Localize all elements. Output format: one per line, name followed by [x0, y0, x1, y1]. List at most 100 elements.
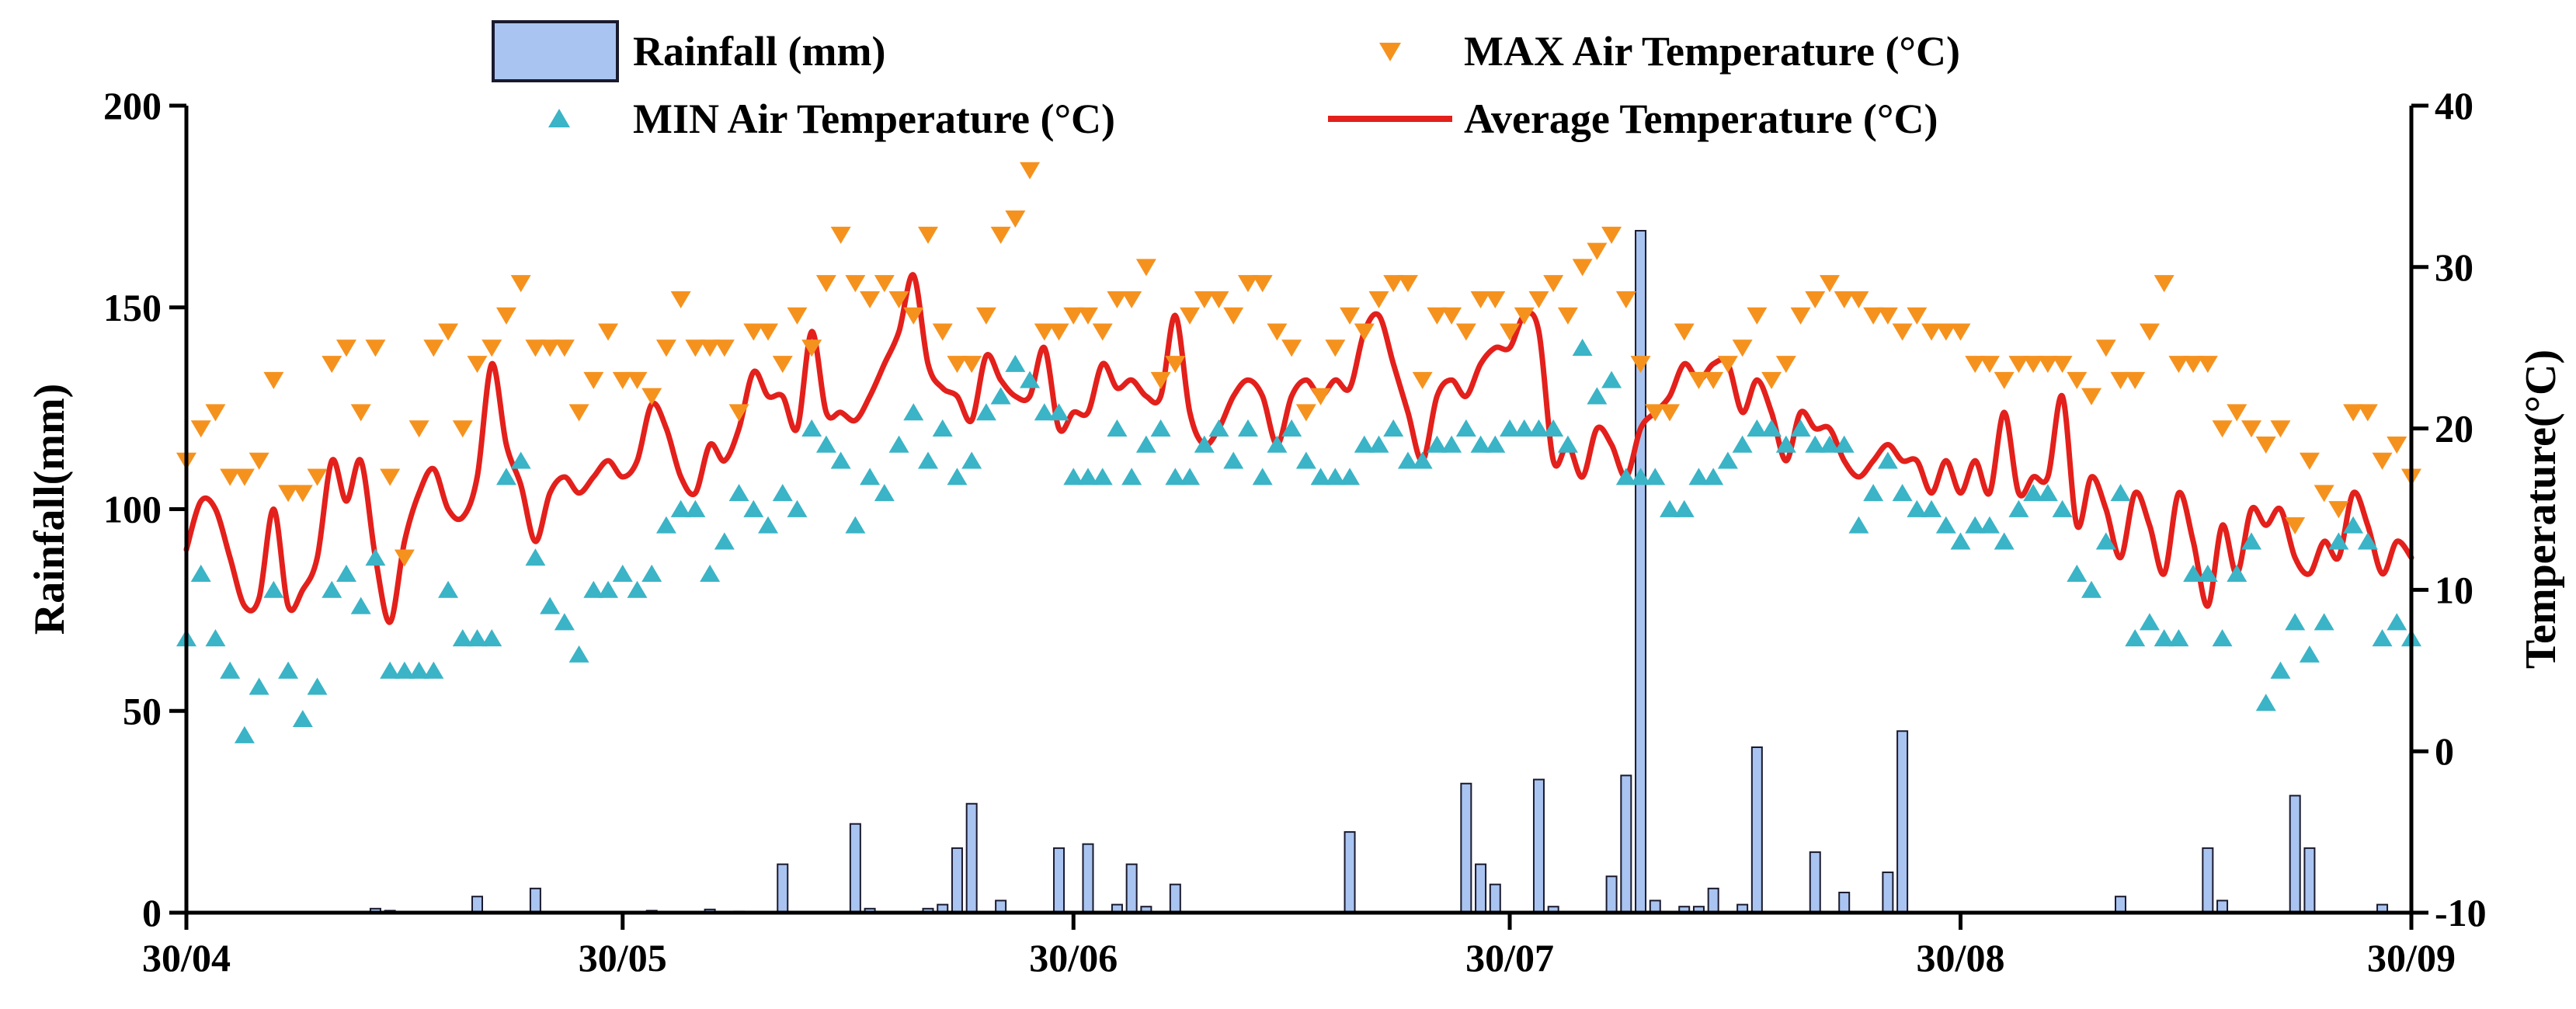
min-temperature-marker — [1848, 516, 1869, 534]
min-temperature-marker — [1135, 435, 1156, 453]
max-temperature-marker — [1165, 356, 1186, 374]
min-temperature-marker — [1310, 468, 1331, 485]
min-temperature-marker — [772, 484, 793, 502]
min-temperature-marker — [787, 499, 808, 517]
max-temperature-marker — [598, 323, 619, 341]
max-temperature-marker — [2387, 436, 2407, 454]
max-temperature-marker — [1907, 307, 1928, 325]
rainfall-bar — [1532, 778, 1545, 913]
max-temperature-marker — [1310, 388, 1331, 405]
max-temperature-marker — [888, 291, 909, 309]
max-temperature-marker — [1892, 323, 1913, 341]
min-temperature-marker — [540, 597, 561, 614]
min-temperature-marker — [1485, 435, 1506, 453]
rainfall-bar — [951, 847, 963, 914]
max-temperature-marker — [1863, 307, 1884, 325]
min-temperature-marker — [394, 661, 415, 679]
min-temperature-marker — [2008, 499, 2029, 517]
min-temperature-marker — [263, 580, 284, 598]
max-temperature-marker — [1397, 275, 1418, 293]
min-temperature-marker — [1340, 468, 1361, 485]
max-temperature-marker — [1747, 307, 1768, 325]
min-temperature-marker — [860, 468, 881, 485]
min-temperature-marker — [815, 435, 836, 453]
min-temperature-marker — [438, 580, 459, 598]
min-temperature-marker — [1005, 354, 1026, 372]
max-temperature-marker — [1485, 291, 1506, 309]
min-temperature-marker — [278, 661, 299, 679]
max-temperature-marker — [307, 468, 328, 486]
max-temperature-marker — [2299, 452, 2320, 470]
min-temperature-marker — [2197, 564, 2218, 583]
min-temperature-marker — [1819, 435, 1840, 453]
min-temperature-marker — [1194, 435, 1215, 453]
max-temperature-marker — [2197, 356, 2218, 374]
max-temperature-marker — [2212, 420, 2233, 438]
min-temperature-marker — [1165, 468, 1186, 485]
max-temperature-marker — [975, 307, 996, 325]
max-temperature-marker — [423, 339, 444, 357]
min-temperature-marker — [2212, 629, 2233, 647]
max-temperature-marker — [2110, 371, 2131, 389]
max-temperature-marker — [1761, 371, 1782, 389]
max-temperature-marker — [1674, 323, 1695, 341]
max-temperature-marker — [1223, 307, 1244, 325]
max-temperature-marker — [1601, 226, 1622, 244]
min-temperature-marker — [1048, 403, 1069, 421]
rainfall-bar — [1460, 782, 1472, 914]
min-temperature-marker — [1645, 468, 1666, 485]
max-temperature-marker — [1295, 404, 1316, 422]
min-temperature-marker — [467, 629, 488, 647]
min-temperature-marker — [1732, 435, 1753, 453]
min-temperature-marker — [2168, 629, 2189, 647]
rainfall-bar — [2202, 847, 2214, 914]
min-temperature-marker — [1500, 419, 1521, 437]
min-temperature-marker — [2081, 580, 2102, 598]
rainfall-bar — [1605, 875, 1618, 913]
max-temperature-marker — [1965, 356, 1986, 374]
right-tick-label: 40 — [2435, 84, 2473, 127]
rainfall-bar — [2289, 795, 2301, 913]
max-temperature-marker — [1077, 307, 1098, 325]
min-temperature-marker — [918, 451, 938, 469]
max-temperature-marker — [2183, 356, 2204, 374]
max-temperature-marker — [714, 339, 735, 357]
legend-swatch-rainfall — [492, 20, 619, 82]
rainfall-bar — [1838, 892, 1851, 914]
max-temperature-marker — [947, 356, 968, 374]
min-temperature-marker — [365, 548, 386, 566]
rainfall-bar — [2303, 847, 2316, 914]
min-temperature-marker — [1180, 468, 1201, 485]
max-temperature-marker — [2168, 356, 2189, 374]
min-temperature-marker — [1688, 468, 1709, 485]
max-temperature-marker — [190, 420, 211, 438]
max-temperature-marker — [2081, 388, 2102, 405]
max-temperature-marker — [1994, 371, 2015, 389]
legend-item-rain: Rainfall (mm) — [492, 20, 885, 82]
min-temperature-marker — [1354, 435, 1375, 453]
right-tick-label: 30 — [2435, 245, 2473, 289]
max-temperature-marker — [1587, 242, 1608, 260]
max-temperature-marker — [2314, 485, 2334, 503]
min-temperature-marker — [1863, 484, 1884, 502]
max-temperature-marker — [380, 468, 401, 486]
max-temperature-marker — [452, 420, 473, 438]
min-temperature-marker — [583, 580, 604, 598]
rainfall-bar — [1489, 883, 1501, 914]
min-temperature-marker — [1557, 435, 1578, 453]
min-temperature-marker — [1427, 435, 1448, 453]
rainfall-bar — [849, 823, 861, 913]
max-temperature-marker — [1660, 404, 1680, 422]
x-tick-label: 30/04 — [142, 936, 231, 979]
max-temperature-markers — [176, 162, 2421, 567]
max-temperature-marker — [801, 339, 822, 357]
average-temperature-path — [183, 272, 2414, 625]
min-temperature-marker — [845, 516, 866, 534]
legend-item-avg: Average Temperature (°C) — [1328, 96, 1938, 142]
min-temperature-marker — [961, 451, 982, 469]
max-temperature-marker — [2328, 501, 2349, 519]
max-temperature-marker — [787, 307, 808, 325]
max-temperature-marker — [1775, 356, 1796, 374]
max-temperature-marker — [1325, 339, 1346, 357]
